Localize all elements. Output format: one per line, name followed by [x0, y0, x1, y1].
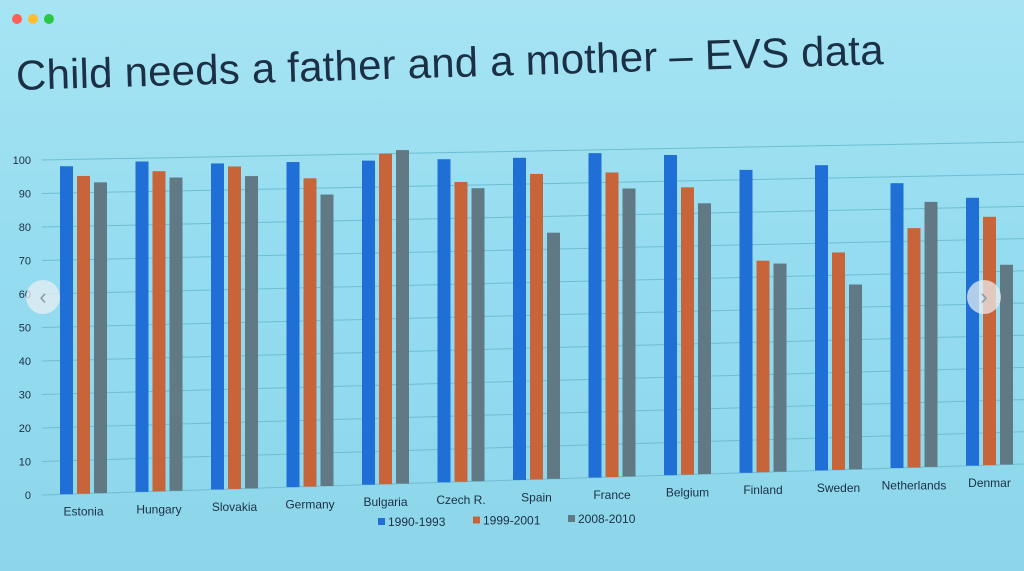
y-tick-label: 80: [19, 222, 31, 234]
bar-bulgaria-1999-2001: [379, 153, 392, 485]
bar-netherlands-2008-2010: [924, 201, 938, 467]
legend-swatch-1990-1993: [378, 518, 385, 525]
window-controls: [0, 0, 1024, 34]
bar-france-1999-2001: [605, 172, 619, 478]
y-tick-label: 40: [19, 356, 31, 368]
bar-hungary-1999-2001: [152, 171, 166, 492]
bar-bulgaria-1990-1993: [362, 160, 375, 485]
previous-slide-button[interactable]: ‹: [26, 280, 60, 314]
bar-slovakia-1990-1993: [211, 163, 224, 490]
bar-sweden-2008-2010: [849, 284, 862, 470]
chevron-left-icon: ‹: [39, 284, 47, 309]
x-tick-label: Czech R.: [436, 493, 485, 507]
legend: 1990-1993 1999-2001 2008-2010: [378, 512, 636, 529]
gridline-100: [41, 141, 1024, 161]
bar-slovakia-2008-2010: [245, 176, 258, 489]
y-tick-label: 30: [19, 390, 31, 402]
x-tick-label: Spain: [521, 490, 552, 504]
minimize-window-icon[interactable]: [28, 14, 38, 24]
x-tick-label: Bulgaria: [363, 495, 407, 509]
bar-denmark-1990-1993: [966, 197, 979, 466]
legend-label: 2008-2010: [578, 512, 636, 526]
x-tick-label: Netherlands: [882, 478, 947, 492]
bar-france-1990-1993: [588, 153, 602, 478]
bar-denmark-2008-2010: [1000, 264, 1013, 465]
legend-label: 1999-2001: [483, 514, 541, 528]
bar-bulgaria-2008-2010: [396, 150, 409, 484]
x-tick-label: France: [593, 488, 631, 502]
bar-belgium-1999-2001: [681, 187, 694, 475]
y-tick-label: 0: [25, 490, 31, 502]
y-tick-label: 70: [19, 256, 31, 268]
legend-label: 1990-1993: [388, 515, 446, 529]
y-tick-label: 100: [13, 155, 31, 167]
x-axis: Estonia Hungary Slovakia Germany Bulgaria Cze…: [63, 476, 1010, 519]
bar-sweden-1990-1993: [815, 165, 828, 471]
bar-spain-1990-1993: [513, 157, 526, 480]
bar-estonia-1999-2001: [77, 175, 90, 494]
legend-swatch-2008-2010: [568, 515, 575, 522]
y-tick-label: 50: [19, 323, 31, 335]
bar-finland-1990-1993: [739, 169, 753, 473]
bar-netherlands-1990-1993: [890, 183, 904, 469]
bar-czechr-2008-2010: [471, 188, 485, 482]
x-tick-label: Finland: [743, 483, 782, 497]
bar-belgium-2008-2010: [698, 203, 711, 475]
bar-hungary-1990-1993: [135, 161, 149, 492]
y-tick-label: 20: [19, 423, 31, 435]
x-tick-label: Belgium: [666, 486, 709, 500]
bar-spain-2008-2010: [547, 232, 560, 479]
chevron-right-icon: ›: [980, 284, 988, 309]
bar-finland-2008-2010: [773, 263, 787, 472]
bar-finland-1999-2001: [756, 260, 770, 473]
bars: [60, 150, 1013, 495]
x-tick-label: Sweden: [817, 481, 860, 495]
x-tick-label: Germany: [285, 498, 334, 512]
x-tick-label: Estonia: [63, 505, 103, 519]
bar-germany-2008-2010: [320, 194, 334, 487]
close-window-icon[interactable]: [12, 14, 22, 24]
legend-swatch-1999-2001: [473, 516, 480, 524]
bar-czechr-1990-1993: [437, 159, 451, 483]
bar-estonia-2008-2010: [94, 182, 107, 494]
next-slide-button[interactable]: ›: [967, 280, 1001, 314]
bar-france-2008-2010: [622, 188, 636, 477]
x-tick-label: Denmar: [968, 476, 1011, 490]
bar-slovakia-1999-2001: [228, 166, 241, 489]
bar-spain-1999-2001: [530, 173, 543, 480]
bar-denmark-1999-2001: [983, 216, 996, 466]
bar-estonia-1990-1993: [60, 166, 73, 495]
maximize-window-icon[interactable]: [44, 14, 54, 24]
y-tick-label: 90: [19, 189, 31, 201]
x-tick-label: Slovakia: [212, 500, 258, 514]
bar-hungary-2008-2010: [169, 177, 183, 491]
y-tick-label: 10: [19, 457, 31, 469]
bar-germany-1999-2001: [303, 178, 317, 487]
bar-sweden-1999-2001: [832, 252, 845, 470]
bar-netherlands-1999-2001: [907, 228, 921, 468]
bar-belgium-1990-1993: [664, 155, 677, 476]
x-tick-label: Hungary: [136, 502, 181, 516]
bar-czechr-1999-2001: [454, 181, 468, 482]
bar-germany-1990-1993: [286, 162, 300, 488]
